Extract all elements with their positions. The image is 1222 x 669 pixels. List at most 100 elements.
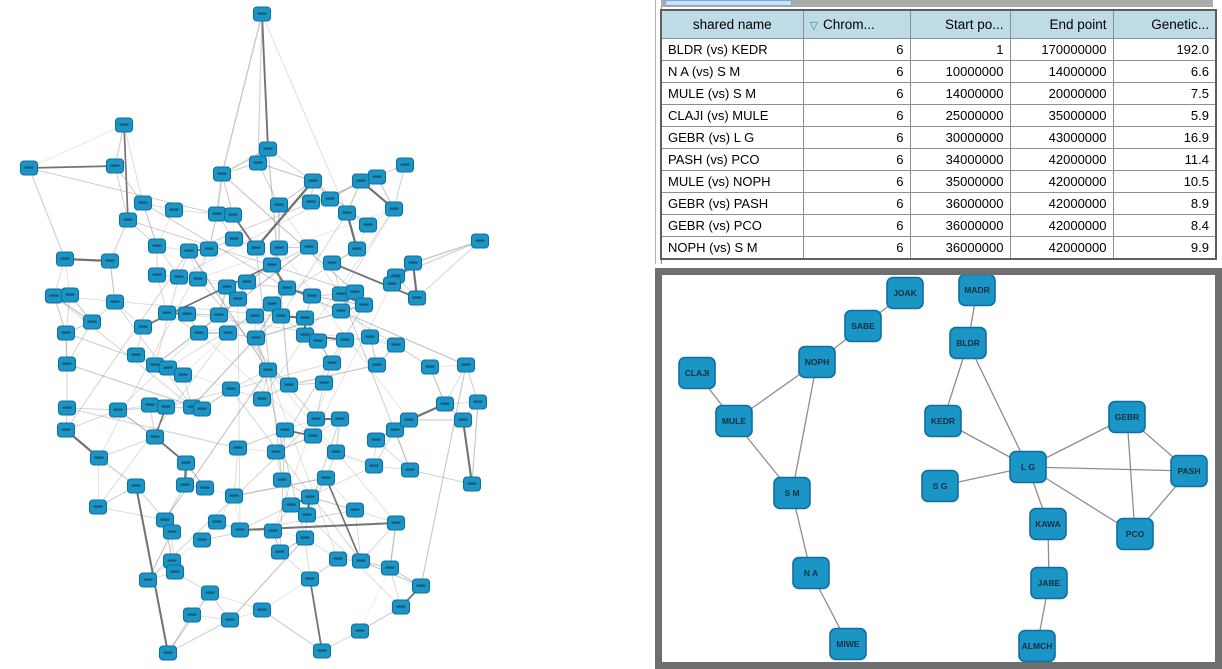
network-node[interactable] [367, 169, 387, 185]
network-node[interactable] [228, 291, 248, 307]
table-row[interactable]: MULE (vs) NOPH 6 35000000 42000000 10.5 [660, 170, 1217, 193]
network-node[interactable] [223, 207, 243, 223]
network-node[interactable] [308, 333, 328, 349]
node-JABE[interactable]: JABE [1030, 566, 1068, 600]
network-node[interactable] [366, 432, 386, 448]
network-node[interactable] [212, 166, 232, 182]
network-node[interactable] [384, 201, 404, 217]
table-row[interactable]: MULE (vs) S M 6 14000000 20000000 7.5 [660, 82, 1217, 105]
horizontal-scrollbar[interactable] [661, 0, 1213, 7]
network-node[interactable] [470, 233, 490, 249]
network-node[interactable] [245, 308, 265, 324]
network-node[interactable] [82, 314, 102, 330]
network-node[interactable] [218, 325, 238, 341]
network-node[interactable] [395, 157, 415, 173]
network-node[interactable] [105, 294, 125, 310]
network-node[interactable] [354, 297, 374, 313]
node-NA[interactable]: N A [792, 556, 830, 590]
network-node[interactable] [270, 544, 290, 560]
network-node[interactable] [237, 274, 257, 290]
network-node[interactable] [306, 411, 326, 427]
network-node[interactable] [207, 514, 227, 530]
network-node[interactable] [221, 381, 241, 397]
network-node[interactable] [420, 359, 440, 375]
network-node[interactable] [89, 450, 109, 466]
network-node[interactable] [252, 6, 272, 22]
scrollbar-thumb[interactable] [665, 0, 792, 6]
network-node[interactable] [297, 507, 317, 523]
network-node[interactable] [228, 440, 248, 456]
network-node[interactable] [462, 476, 482, 492]
network-node[interactable] [303, 173, 323, 189]
network-node[interactable] [56, 422, 76, 438]
network-node[interactable] [118, 212, 138, 228]
network-node[interactable] [399, 412, 419, 428]
network-node[interactable] [345, 502, 365, 518]
network-node[interactable] [345, 284, 365, 300]
network-node[interactable] [246, 240, 266, 256]
table-row[interactable]: N A (vs) S M 6 10000000 14000000 6.6 [660, 60, 1217, 83]
network-node[interactable] [337, 205, 357, 221]
network-node[interactable] [331, 286, 351, 302]
column-header-start_point[interactable]: Start po... [909, 9, 1011, 39]
network-node[interactable] [279, 377, 299, 393]
overview-network-canvas[interactable] [0, 0, 655, 669]
network-node[interactable] [100, 253, 120, 269]
network-node[interactable] [269, 240, 289, 256]
node-SABE[interactable]: SABE [844, 309, 882, 343]
network-node[interactable] [322, 255, 342, 271]
node-JOAK[interactable]: JOAK [886, 276, 924, 310]
node-NOPH[interactable]: NOPH [798, 345, 836, 379]
network-node[interactable] [386, 515, 406, 531]
network-node[interactable] [169, 269, 189, 285]
network-node[interactable] [322, 355, 342, 371]
network-node[interactable] [312, 643, 332, 659]
network-node[interactable] [411, 578, 431, 594]
network-node[interactable] [364, 458, 384, 474]
network-node[interactable] [295, 310, 315, 326]
node-CLAJI[interactable]: CLAJI [678, 356, 716, 390]
network-node[interactable] [456, 357, 476, 373]
network-node[interactable] [133, 195, 153, 211]
network-node[interactable] [200, 585, 220, 601]
network-node[interactable] [246, 330, 266, 346]
network-node[interactable] [192, 401, 212, 417]
network-node[interactable] [19, 160, 39, 176]
network-node[interactable] [330, 411, 350, 427]
network-node[interactable] [351, 173, 371, 189]
network-node[interactable] [262, 257, 282, 273]
network-node[interactable] [60, 287, 80, 303]
network-node[interactable] [358, 217, 378, 233]
network-node[interactable] [263, 523, 283, 539]
network-node[interactable] [105, 158, 125, 174]
network-node[interactable] [266, 444, 286, 460]
table-row[interactable]: GEBR (vs) PCO 6 36000000 42000000 8.4 [660, 214, 1217, 237]
detail-network-canvas[interactable]: JOAK MADR SABE BLDR NOPH CLAJI MULE KEDR GEBR L G… [662, 275, 1215, 662]
network-node[interactable] [188, 271, 208, 287]
network-node[interactable] [156, 399, 176, 415]
network-node[interactable] [252, 602, 272, 618]
network-node[interactable] [57, 356, 77, 372]
network-node[interactable] [300, 571, 320, 587]
node-MULE[interactable]: MULE [715, 404, 753, 438]
network-node[interactable] [314, 375, 334, 391]
network-node[interactable] [55, 251, 75, 267]
table-row[interactable]: GEBR (vs) L G 6 30000000 43000000 16.9 [660, 126, 1217, 149]
network-node[interactable] [316, 470, 336, 486]
network-node[interactable] [147, 238, 167, 254]
network-node[interactable] [209, 307, 229, 323]
network-node[interactable] [108, 402, 128, 418]
network-node[interactable] [360, 329, 380, 345]
network-node[interactable] [328, 551, 348, 567]
network-node[interactable] [157, 305, 177, 321]
network-node[interactable] [272, 472, 292, 488]
network-node[interactable] [301, 194, 321, 210]
node-SG[interactable]: S G [921, 469, 959, 503]
network-node[interactable] [248, 155, 268, 171]
network-node[interactable] [57, 400, 77, 416]
network-node[interactable] [147, 267, 167, 283]
network-node[interactable] [56, 325, 76, 341]
column-header-chromosome[interactable]: ▽ Chrom... [802, 9, 911, 39]
network-node[interactable] [275, 422, 295, 438]
network-node[interactable] [224, 488, 244, 504]
